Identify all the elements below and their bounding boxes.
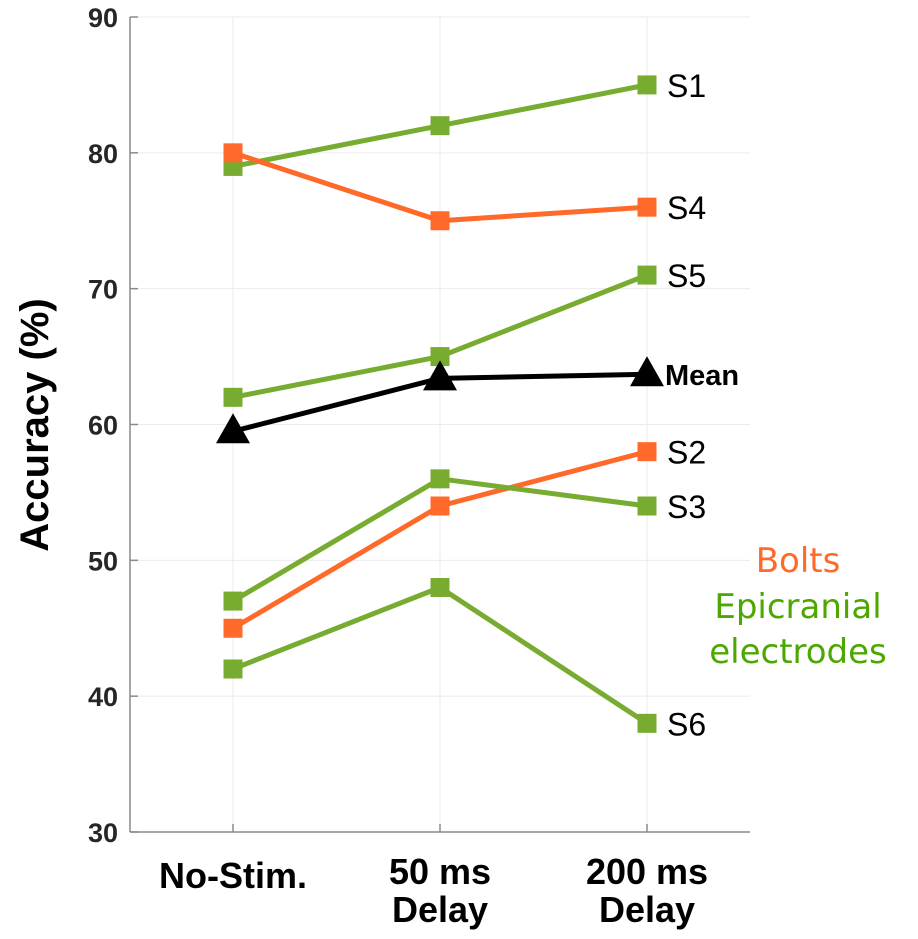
data-point (430, 496, 450, 516)
series-label: S3 (667, 489, 706, 525)
data-point (430, 211, 450, 231)
x-tick-label-line: Delay (599, 889, 695, 930)
y-tick-label: 70 (88, 275, 118, 305)
data-point (223, 591, 243, 611)
x-tick-label-line: No-Stim. (159, 855, 307, 896)
legend-entry-line: Epicranial (714, 587, 881, 627)
x-tick-label: No-Stim. (159, 855, 307, 896)
data-point (423, 360, 457, 391)
y-tick-label: 50 (88, 546, 118, 576)
x-tick-label: 50 ms Delay (389, 851, 491, 930)
series-label: S4 (667, 190, 706, 226)
series-s5 (223, 265, 657, 407)
y-axis-label: Accuracy (%) (13, 298, 57, 551)
series-layer (216, 75, 664, 733)
series-s3 (223, 469, 657, 611)
y-tick-labels: 30 40 50 60 70 80 90 (88, 3, 118, 848)
series-mean (216, 356, 664, 444)
x-tick-label-line: 200 ms (586, 851, 708, 892)
data-point (637, 713, 657, 733)
y-tick-label: 40 (88, 682, 118, 712)
y-tick-label: 30 (88, 818, 118, 848)
legend-entry-bolts: Bolts (756, 541, 841, 581)
data-point (637, 197, 657, 217)
data-point (216, 413, 250, 444)
data-point (430, 469, 450, 489)
axes (129, 16, 750, 833)
data-point (630, 356, 664, 387)
series-s2 (223, 442, 657, 638)
data-point (430, 578, 450, 597)
data-point (430, 347, 450, 367)
x-tick-label: 200 ms Delay (586, 851, 708, 930)
series-s1 (223, 75, 657, 176)
series-label: Mean (665, 360, 739, 392)
data-point (223, 143, 243, 163)
data-point (223, 659, 243, 679)
series-label: S6 (667, 706, 706, 742)
data-point (637, 496, 657, 516)
series-label: S5 (667, 258, 706, 294)
x-tick-label-line: 50 ms (389, 851, 491, 892)
series-s4 (223, 143, 657, 231)
legend-entry-epicranial-electrodes: Epicranial electrodes (709, 587, 887, 672)
series-label: S1 (667, 68, 706, 104)
series-label: S2 (667, 435, 706, 471)
data-point (637, 75, 657, 95)
legend: Bolts Epicranial electrodes (709, 541, 887, 672)
data-point (223, 618, 243, 638)
y-tick-label: 60 (88, 411, 118, 441)
x-tick-label-line: Delay (392, 889, 488, 930)
data-point (223, 387, 243, 407)
y-tick-label: 90 (88, 3, 118, 33)
grid (130, 16, 750, 833)
data-point (430, 116, 450, 136)
series-labels: S1 S4 S5 Mean S2 S3 S6 (665, 68, 739, 742)
data-point (637, 265, 657, 285)
y-tick-label: 80 (88, 139, 118, 169)
legend-entry-line: electrodes (709, 632, 887, 672)
data-point (637, 442, 657, 462)
series-s6 (223, 578, 657, 733)
